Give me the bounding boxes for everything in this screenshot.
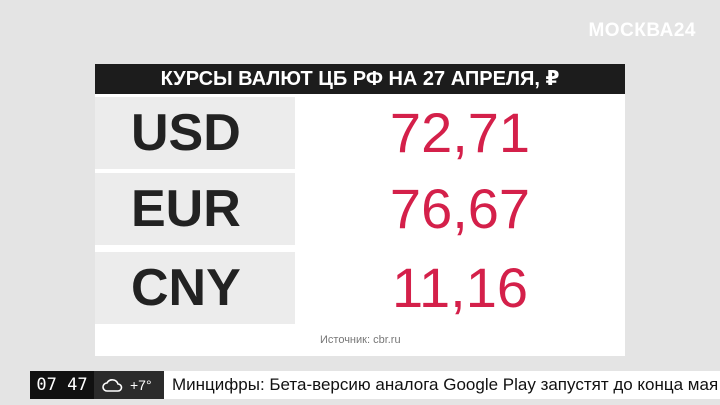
exchange-rate: 76,67 bbox=[389, 177, 531, 240]
temperature: +7° bbox=[130, 377, 152, 393]
cloud-icon bbox=[102, 379, 123, 392]
clock: 07 47 bbox=[30, 371, 94, 399]
currency-code: CNY bbox=[95, 252, 295, 324]
exchange-rate: 11,16 bbox=[392, 256, 528, 319]
headline: Минцифры: Бета-версию аналога Google Pla… bbox=[164, 371, 720, 399]
table-title: КУРСЫ ВАЛЮТ ЦБ РФ НА 27 АПРЕЛЯ, ₽ bbox=[95, 64, 625, 94]
currency-code: USD bbox=[95, 97, 295, 169]
weather: +7° bbox=[94, 371, 164, 399]
currency-code: EUR bbox=[95, 173, 295, 245]
logo: МОСКВА24 bbox=[588, 20, 696, 41]
source: Источник: cbr.ru bbox=[320, 334, 401, 346]
exchange-rate: 72,71 bbox=[389, 101, 531, 164]
